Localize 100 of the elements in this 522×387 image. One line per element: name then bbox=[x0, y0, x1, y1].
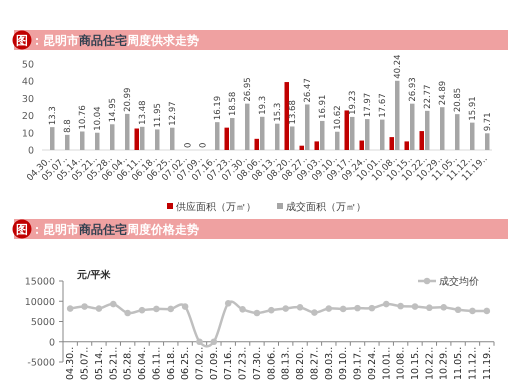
bar bbox=[110, 124, 114, 150]
point bbox=[440, 304, 448, 311]
data-label: 10.62 bbox=[333, 105, 344, 130]
x-tick-label: 11.05.. bbox=[453, 346, 464, 380]
title: 图：昆明市商品住宅周度价格走势 bbox=[12, 220, 199, 238]
data-label: 14.95 bbox=[108, 98, 118, 122]
x-tick-label: 10.22.. bbox=[424, 346, 436, 380]
point bbox=[397, 302, 404, 310]
point bbox=[354, 304, 361, 312]
data-label: 17.97 bbox=[363, 92, 374, 118]
x-tick-label: 04.30.. bbox=[65, 346, 76, 380]
x-tick-label: 07.30.. bbox=[252, 346, 263, 380]
data-label: 15.91 bbox=[468, 96, 478, 121]
point bbox=[311, 309, 318, 316]
point bbox=[153, 306, 160, 312]
y-tick-label: 10000 bbox=[24, 296, 55, 308]
x-tick-label: 10.15.. bbox=[410, 346, 421, 380]
bar bbox=[134, 128, 139, 150]
y-tick-label: 15000 bbox=[24, 276, 55, 288]
x-tick-label: 11.12.. bbox=[467, 346, 478, 380]
data-label: 13.3 bbox=[48, 106, 58, 126]
point bbox=[469, 308, 476, 314]
point bbox=[412, 303, 418, 310]
y-tick-label: 50 bbox=[22, 60, 34, 70]
x-tick-label: 07.23.. bbox=[238, 346, 249, 380]
data-label: 8.8 bbox=[63, 119, 74, 133]
x-tick-label: 09.03.. bbox=[324, 346, 335, 380]
bar bbox=[455, 114, 460, 150]
y-tick-label: 0 bbox=[28, 146, 34, 156]
bar bbox=[485, 133, 490, 150]
y-tick-label: 0 bbox=[48, 337, 55, 348]
point bbox=[81, 303, 88, 310]
x-tick-label: 05.21.. bbox=[108, 346, 120, 380]
point bbox=[110, 300, 117, 308]
bar bbox=[80, 131, 84, 150]
point bbox=[224, 300, 232, 307]
legend-label: 成交面积（万㎡） bbox=[286, 201, 366, 213]
data-label: 17.67 bbox=[378, 93, 388, 118]
bar bbox=[170, 128, 174, 150]
point bbox=[254, 310, 260, 316]
legend-label: 供应面积（万㎡） bbox=[176, 201, 256, 213]
bar bbox=[335, 132, 340, 150]
bar bbox=[245, 104, 250, 150]
y-tick-label: 5000 bbox=[30, 317, 55, 328]
bar bbox=[350, 116, 354, 150]
point bbox=[138, 306, 146, 314]
point bbox=[382, 300, 390, 308]
point bbox=[296, 304, 304, 311]
x-tick-label: 06.04.. bbox=[137, 346, 148, 380]
data-label: 0 bbox=[183, 142, 194, 148]
point bbox=[268, 306, 275, 314]
point bbox=[454, 306, 462, 314]
point bbox=[282, 305, 289, 312]
point bbox=[368, 304, 376, 312]
point bbox=[484, 308, 490, 314]
x-tick-label: 06.25.. bbox=[180, 346, 192, 380]
data-label: 16.91 bbox=[318, 94, 328, 119]
data-label: 9.71 bbox=[483, 112, 494, 132]
bar bbox=[390, 137, 394, 150]
data-label: 26.93 bbox=[408, 77, 418, 102]
x-tick-label: 09.24.. bbox=[366, 346, 378, 380]
bar bbox=[290, 126, 294, 150]
data-label: 22.77 bbox=[423, 84, 434, 109]
data-label: 0 bbox=[198, 142, 208, 148]
point bbox=[239, 306, 246, 313]
point bbox=[96, 305, 102, 312]
point bbox=[426, 304, 433, 312]
data-label: 13.48 bbox=[138, 100, 148, 125]
x-tick-label: 09.10.. bbox=[338, 346, 350, 380]
chart-title: 图：昆明市商品住宅周度价格走势 bbox=[16, 222, 199, 236]
point bbox=[325, 305, 332, 312]
point bbox=[340, 306, 346, 312]
y-tick-label: 30 bbox=[22, 94, 34, 105]
bar bbox=[314, 141, 319, 150]
x-tick-label: 05.07.. bbox=[80, 346, 91, 380]
y-tick-label: -5000 bbox=[27, 358, 55, 368]
data-label: 15.3 bbox=[273, 102, 284, 122]
point bbox=[124, 310, 131, 316]
bar bbox=[215, 122, 220, 150]
bar bbox=[125, 114, 130, 150]
bar bbox=[344, 110, 349, 150]
bar bbox=[404, 141, 409, 150]
chart-title: 图：昆明市商品住宅周度供求走势 bbox=[16, 34, 199, 48]
bar bbox=[440, 107, 444, 150]
x-tick-label: 10.08.. bbox=[396, 346, 407, 380]
data-label: 26.95 bbox=[243, 77, 254, 102]
x-tick-label: 11.19.. bbox=[482, 346, 493, 380]
bar bbox=[284, 82, 289, 150]
data-label: 20.85 bbox=[453, 88, 464, 112]
point bbox=[167, 306, 174, 312]
point bbox=[210, 338, 218, 346]
x-tick-label: 09.17.. bbox=[352, 346, 364, 380]
bar bbox=[260, 116, 264, 150]
bar bbox=[140, 126, 144, 150]
y-tick-label: 40 bbox=[22, 76, 34, 88]
x-tick-label: 06.11.. bbox=[151, 346, 162, 380]
x-tick-label: 07.16.. bbox=[223, 346, 234, 380]
legend-label: 成交均价 bbox=[439, 276, 479, 288]
bar bbox=[470, 122, 474, 150]
bar bbox=[360, 140, 364, 150]
